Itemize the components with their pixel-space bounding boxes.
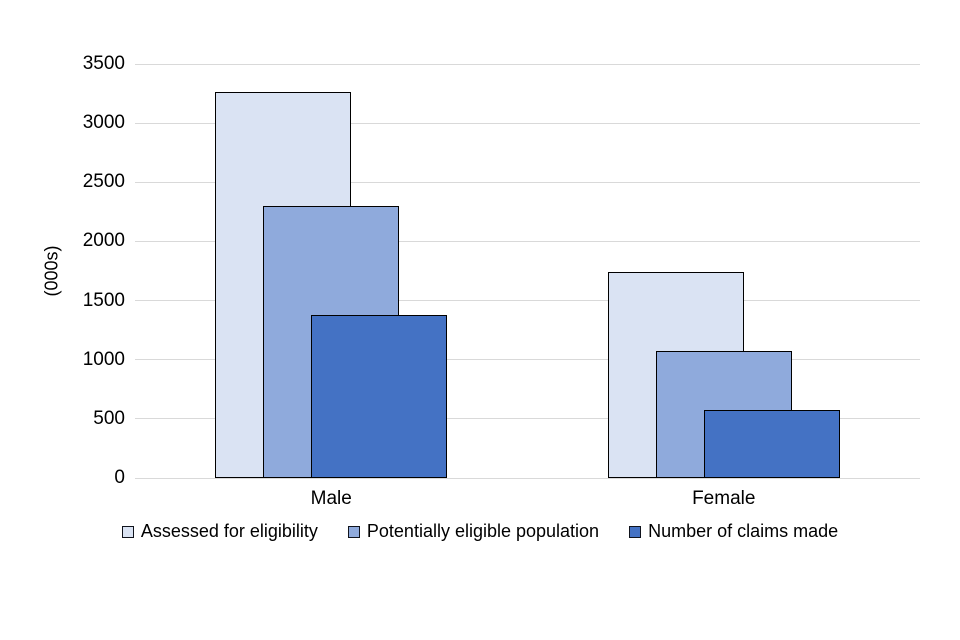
legend-swatch-icon xyxy=(121,525,134,538)
gridline xyxy=(135,300,920,302)
gridline xyxy=(135,63,920,65)
gridline xyxy=(135,477,920,479)
legend-swatch-icon xyxy=(629,525,642,538)
y-tick-label-3000: 3000 xyxy=(82,112,125,134)
y-tick-label-2000: 2000 xyxy=(82,230,125,252)
y-tick-label-2500: 2500 xyxy=(82,171,125,193)
legend-label: Assessed for eligibility xyxy=(140,521,318,541)
plot-area xyxy=(135,63,920,479)
bar-female-number-of-claims-made xyxy=(703,409,840,478)
legend-item-number-of-claims-made: Number of claims made xyxy=(629,521,838,542)
y-tick-label-1500: 1500 xyxy=(82,289,125,311)
gridline xyxy=(135,418,920,420)
y-tick-label-1000: 1000 xyxy=(82,348,125,370)
gridline xyxy=(135,359,920,361)
bar-male-number-of-claims-made xyxy=(311,314,448,478)
legend-label: Number of claims made xyxy=(648,521,839,541)
legend-item-potentially-eligible-population: Potentially eligible population xyxy=(347,521,600,542)
y-tick-label-3500: 3500 xyxy=(82,53,125,74)
legend-label: Potentially eligible population xyxy=(366,521,600,541)
y-tick-label-0: 0 xyxy=(114,467,125,488)
gridline xyxy=(135,122,920,124)
category-label-male: Male xyxy=(310,488,352,509)
legend-item-assessed-for-eligibility: Assessed for eligibility xyxy=(121,521,318,542)
gridline xyxy=(135,240,920,242)
legend-swatch-icon xyxy=(347,525,360,538)
gridline xyxy=(135,181,920,183)
category-label-female: Female xyxy=(692,488,756,509)
legend: Assessed for eligibility Potentially elig… xyxy=(0,521,960,542)
y-tick-label-500: 500 xyxy=(93,407,125,429)
